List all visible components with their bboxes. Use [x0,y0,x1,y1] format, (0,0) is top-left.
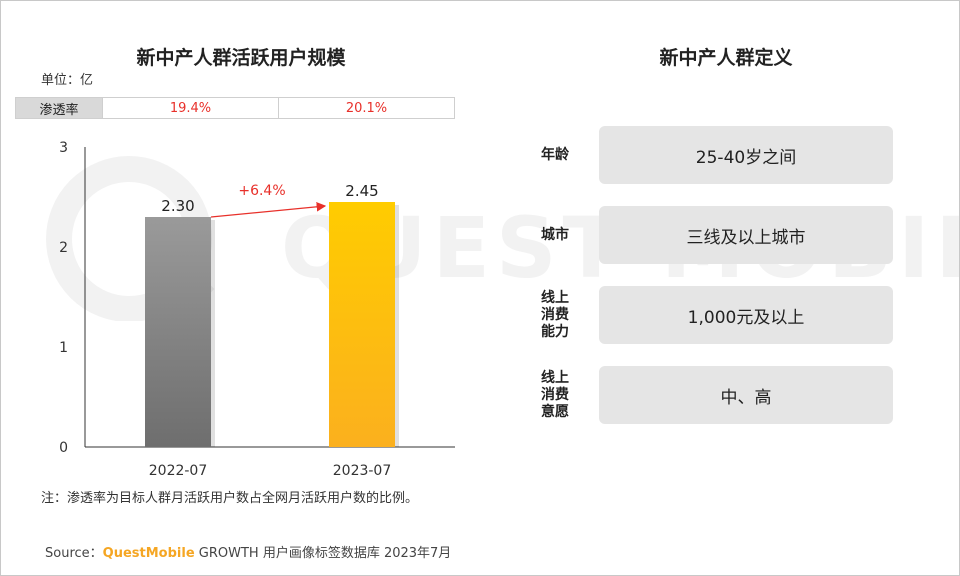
y-tick-label: 2 [59,240,68,256]
penetration-table: 渗透率 19.4% 20.1% [15,97,455,119]
bar-value-label: 2.45 [345,182,378,200]
definition-label-age: 年龄 [541,146,569,163]
definition-title: 新中产人群定义 [659,47,793,69]
definition-value-city: 三线及以上城市 [599,206,893,264]
definition-label-spending-willingness: 线上 消费 意愿 [541,369,569,420]
x-tick-label: 2022-07 [149,463,208,479]
y-tick-label: 0 [59,440,68,456]
definition-row-city: 城市 三线及以上城市 [531,206,893,264]
y-tick-label: 1 [59,340,68,356]
source-brand: QuestMobile [102,546,195,561]
footnote: 注：渗透率为目标人群月活跃用户数占全网月活跃用户数的比例。 [41,491,419,506]
penetration-2023: 20.1% [278,98,454,118]
chart-title: 新中产人群活跃用户规模 [136,47,346,69]
definition-row-spending-power: 线上 消费 能力 1,000元及以上 [531,286,893,344]
definition-value-age: 25-40岁之间 [599,126,893,184]
definition-value-spending-power: 1,000元及以上 [599,286,893,344]
bar-value-label: 2.30 [161,197,194,215]
definition-label-spending-power: 线上 消费 能力 [541,289,569,340]
unit-label: 单位：亿 [41,73,94,88]
growth-label: +6.4% [238,183,285,199]
penetration-2022: 19.4% [169,100,212,116]
bar-chart: 0 1 2 3 2.30 2022-07 2.45 2023-07 +6.4% [59,140,455,479]
y-tick-label: 3 [59,140,68,156]
source-line: Source：QuestMobile GROWTH 用户画像标签数据库 2023… [45,542,451,561]
definition-row-spending-willingness: 线上 消费 意愿 中、高 [531,366,893,424]
source-prefix: Source： [45,546,103,561]
definition-row-age: 年龄 25-40岁之间 [531,126,893,184]
bar [145,217,211,447]
bar [329,202,395,447]
source-suffix: GROWTH 用户画像标签数据库 2023年7月 [194,546,452,561]
definition-label-city: 城市 [541,226,569,243]
x-tick-label: 2023-07 [333,463,392,479]
definition-value-spending-willingness: 中、高 [599,366,893,424]
penetration-header: 渗透率 [16,98,103,118]
growth-arrow [210,202,327,218]
